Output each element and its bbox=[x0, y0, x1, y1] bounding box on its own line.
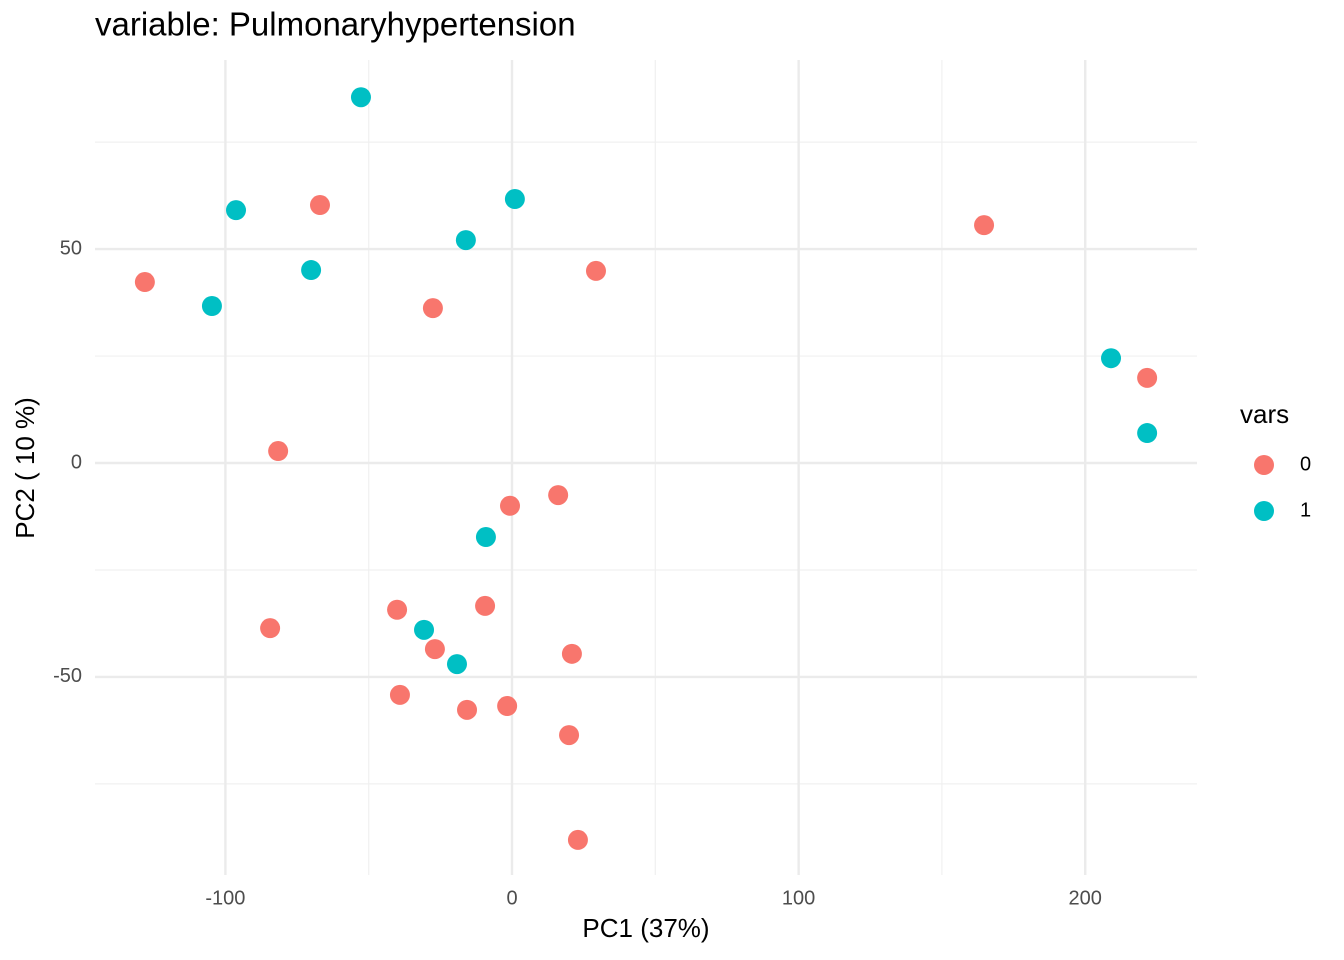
point bbox=[226, 200, 247, 221]
point bbox=[559, 725, 580, 746]
point bbox=[475, 595, 496, 616]
x-axis-label: PC1 (37%) bbox=[582, 913, 709, 943]
point bbox=[500, 495, 521, 516]
point bbox=[561, 643, 582, 664]
point bbox=[548, 485, 569, 506]
x-tick-label: 200 bbox=[1069, 887, 1102, 909]
point bbox=[268, 441, 289, 462]
point bbox=[301, 260, 322, 281]
point bbox=[1101, 348, 1122, 369]
point bbox=[424, 639, 445, 660]
point bbox=[1137, 367, 1158, 388]
y-tick-label: -50 bbox=[53, 665, 82, 687]
point bbox=[134, 272, 155, 293]
point bbox=[585, 260, 606, 281]
x-tick-label: 100 bbox=[782, 887, 815, 909]
point bbox=[455, 230, 476, 251]
legend-label: 0 bbox=[1300, 453, 1311, 475]
point bbox=[350, 87, 371, 108]
legend-key bbox=[1254, 501, 1274, 521]
point bbox=[422, 298, 443, 319]
point bbox=[504, 189, 525, 210]
point bbox=[1137, 423, 1158, 444]
point bbox=[414, 619, 435, 640]
point bbox=[567, 829, 588, 850]
point bbox=[446, 654, 467, 675]
point bbox=[260, 618, 281, 639]
point bbox=[309, 195, 330, 216]
legend-title: vars bbox=[1240, 399, 1289, 429]
point bbox=[389, 684, 410, 705]
point bbox=[201, 295, 222, 316]
point bbox=[497, 696, 518, 717]
point bbox=[475, 527, 496, 548]
point bbox=[974, 215, 995, 236]
chart-title: variable: Pulmonaryhypertension bbox=[95, 6, 576, 43]
x-tick-label: -100 bbox=[205, 887, 245, 909]
x-tick-label: 0 bbox=[506, 887, 517, 909]
y-axis-label: PC2 ( 10 %) bbox=[10, 397, 40, 539]
legend-key bbox=[1254, 455, 1274, 475]
point bbox=[457, 699, 478, 720]
y-tick-label: 0 bbox=[71, 451, 82, 473]
legend-label: 1 bbox=[1300, 499, 1311, 521]
y-tick-label: 50 bbox=[60, 237, 82, 259]
point bbox=[387, 599, 408, 620]
